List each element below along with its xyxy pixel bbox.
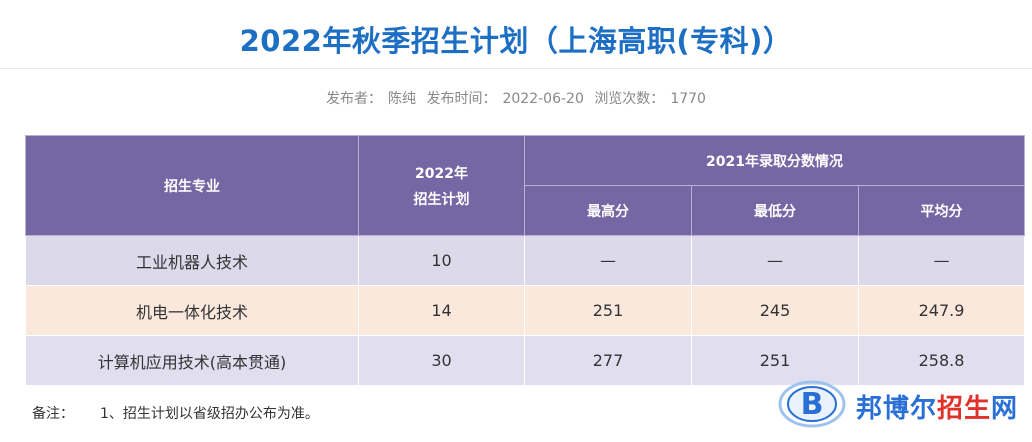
remark-label: 备注： bbox=[32, 406, 74, 422]
cell-max: 277 bbox=[524, 335, 692, 386]
cell-plan: 14 bbox=[358, 285, 525, 336]
cell-min: — bbox=[691, 235, 859, 286]
header-plan-line2: 招生计划 bbox=[413, 191, 470, 208]
views-label: 浏览次数： bbox=[594, 91, 665, 107]
header-avg: 平均分 bbox=[857, 185, 1026, 236]
publisher-label: 发布者： bbox=[326, 91, 383, 107]
header-scores-group: 2021年录取分数情况 bbox=[523, 135, 1026, 186]
header-min: 最低分 bbox=[691, 185, 859, 236]
cell-major: 机电一体化技术 bbox=[25, 285, 359, 336]
header-major: 招生专业 bbox=[25, 135, 359, 236]
cell-plan: 10 bbox=[358, 235, 525, 286]
admission-plan-table: 招生专业 2022年 招生计划 2021年录取分数情况 最高分 最低分 平均分 … bbox=[25, 135, 1026, 386]
watermark-text-tail: 网 bbox=[991, 394, 1019, 424]
publisher-value: 陈纯 bbox=[388, 91, 417, 107]
cell-min: 251 bbox=[691, 335, 859, 386]
watermark-text-accent: 招生 bbox=[937, 394, 992, 424]
remark-text: 1、招生计划以省级招办公布为准。 bbox=[100, 406, 319, 422]
title-bar: 2022年秋季招生计划（上海高职(专科)） bbox=[0, 0, 1032, 69]
table-row: 工业机器人技术 10 — — — bbox=[25, 235, 1026, 286]
cell-min: 245 bbox=[691, 285, 859, 336]
table-row: 机电一体化技术 14 251 245 247.9 bbox=[25, 285, 1026, 336]
cell-max: 251 bbox=[524, 285, 692, 336]
cell-avg: 247.9 bbox=[857, 285, 1026, 336]
time-value: 2022-06-20 bbox=[502, 91, 584, 107]
article-meta: 发布者： 陈纯 发布时间： 2022-06-20 浏览次数： 1770 bbox=[0, 88, 1032, 108]
cell-max: — bbox=[524, 235, 692, 286]
header-plan-line1: 2022年 bbox=[415, 165, 468, 182]
views-value: 1770 bbox=[670, 91, 706, 107]
site-watermark: B 邦博尔招生网 bbox=[778, 378, 1028, 430]
cell-plan: 30 bbox=[358, 335, 525, 386]
cell-major: 工业机器人技术 bbox=[25, 235, 359, 286]
cell-major: 计算机应用技术(高本贯通) bbox=[25, 335, 359, 386]
remark: 备注： 1、招生计划以省级招办公布为准。 bbox=[32, 403, 319, 423]
cell-avg: 258.8 bbox=[857, 335, 1026, 386]
watermark-text: 邦博尔招生网 bbox=[856, 388, 1018, 425]
header-max: 最高分 bbox=[524, 185, 692, 236]
watermark-text-main: 邦博尔 bbox=[856, 394, 938, 424]
svg-text:B: B bbox=[801, 387, 824, 422]
b-logo-icon: B bbox=[778, 380, 846, 428]
table-row: 计算机应用技术(高本贯通) 30 277 251 258.8 bbox=[25, 335, 1026, 386]
header-plan: 2022年 招生计划 bbox=[358, 135, 525, 236]
page-title: 2022年秋季招生计划（上海高职(专科)） bbox=[239, 24, 793, 58]
cell-avg: — bbox=[857, 235, 1026, 286]
time-label: 发布时间： bbox=[426, 91, 497, 107]
